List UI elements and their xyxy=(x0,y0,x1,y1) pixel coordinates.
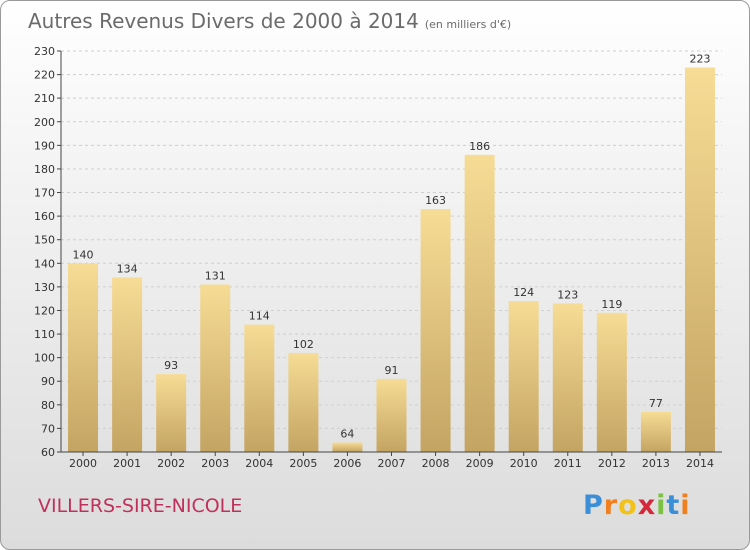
bar xyxy=(332,442,363,452)
logo-letter: o xyxy=(618,490,638,521)
x-tick-label: 2007 xyxy=(378,457,406,470)
y-tick-label: 230 xyxy=(34,45,55,58)
y-tick-label: 70 xyxy=(41,422,55,435)
bar xyxy=(508,301,539,452)
bar xyxy=(376,378,407,452)
x-tick-label: 2005 xyxy=(289,457,317,470)
city-name: VILLERS-SIRE-NICOLE xyxy=(38,495,243,517)
y-tick-label: 190 xyxy=(34,139,55,152)
y-tick-label: 210 xyxy=(34,92,55,105)
x-tick-label: 2003 xyxy=(201,457,229,470)
x-tick-label: 2004 xyxy=(245,457,273,470)
bar xyxy=(112,277,143,452)
logo-letter: i xyxy=(680,490,691,521)
x-tick-label: 2001 xyxy=(113,457,141,470)
y-tick-label: 120 xyxy=(34,304,55,317)
y-tick-label: 110 xyxy=(34,328,55,341)
y-tick-label: 150 xyxy=(34,234,55,247)
chart-subtitle: (en milliers d'€) xyxy=(424,18,512,31)
data-label: 93 xyxy=(164,359,178,372)
data-label: 223 xyxy=(689,53,710,66)
x-tick-label: 2013 xyxy=(642,457,670,470)
x-tick-label: 2010 xyxy=(510,457,538,470)
bars: 140 134 93 131 114 102 64 91 163 186 124 123 119 77 22… xyxy=(68,53,715,452)
x-tick-label: 2002 xyxy=(157,457,185,470)
x-tick-label: 2000 xyxy=(69,457,97,470)
x-tick-label: 2014 xyxy=(686,457,714,470)
bar xyxy=(200,284,231,452)
y-tick-label: 80 xyxy=(41,399,55,412)
x-tick-label: 2012 xyxy=(598,457,626,470)
data-label: 163 xyxy=(425,194,446,207)
logo-letter: r xyxy=(603,490,619,521)
bar xyxy=(596,312,627,452)
data-label: 123 xyxy=(557,288,578,301)
data-label: 140 xyxy=(73,248,94,261)
bar xyxy=(552,303,583,452)
data-label: 119 xyxy=(601,298,622,311)
bar xyxy=(420,209,451,452)
logo-letter: P xyxy=(583,490,604,521)
y-tick-label: 170 xyxy=(34,187,55,200)
x-tick-label: 2009 xyxy=(466,457,494,470)
x-tick-label: 2011 xyxy=(554,457,582,470)
logo-letter: x xyxy=(637,490,657,521)
data-label: 131 xyxy=(205,270,226,283)
bar xyxy=(464,154,495,452)
logo-letter: i xyxy=(656,490,667,521)
bar xyxy=(288,352,319,452)
bar xyxy=(684,67,715,452)
x-tick-label: 2008 xyxy=(422,457,450,470)
data-label: 124 xyxy=(513,286,534,299)
data-label: 114 xyxy=(249,310,270,323)
data-label: 134 xyxy=(117,262,138,275)
data-label: 102 xyxy=(293,338,314,351)
data-label: 91 xyxy=(385,364,399,377)
y-tick-label: 160 xyxy=(34,210,55,223)
y-tick-label: 130 xyxy=(34,281,55,294)
proxiti-logo: Proxiti xyxy=(583,490,691,521)
y-tick-label: 60 xyxy=(41,446,55,459)
y-tick-label: 220 xyxy=(34,69,55,82)
data-label: 64 xyxy=(340,428,354,441)
y-tick-label: 140 xyxy=(34,257,55,270)
y-tick-label: 100 xyxy=(34,352,55,365)
chart-title-text: Autres Revenus Divers de 2000 à 2014 xyxy=(28,9,419,33)
bar xyxy=(156,374,187,452)
data-label: 186 xyxy=(469,140,490,153)
y-tick-label: 200 xyxy=(34,116,55,129)
bar xyxy=(68,263,99,452)
x-tick-label: 2006 xyxy=(333,457,361,470)
bar xyxy=(640,411,671,452)
chart-title: Autres Revenus Divers de 2000 à 2014 (en … xyxy=(28,9,511,33)
y-tick-label: 180 xyxy=(34,163,55,176)
logo-letter: t xyxy=(666,490,681,521)
y-tick-label: 90 xyxy=(41,375,55,388)
bar xyxy=(244,324,275,452)
axes: 60 70 80 90 100 110 120 130 140 150 160 170 180 190 20… xyxy=(34,45,722,470)
data-label: 77 xyxy=(649,397,663,410)
